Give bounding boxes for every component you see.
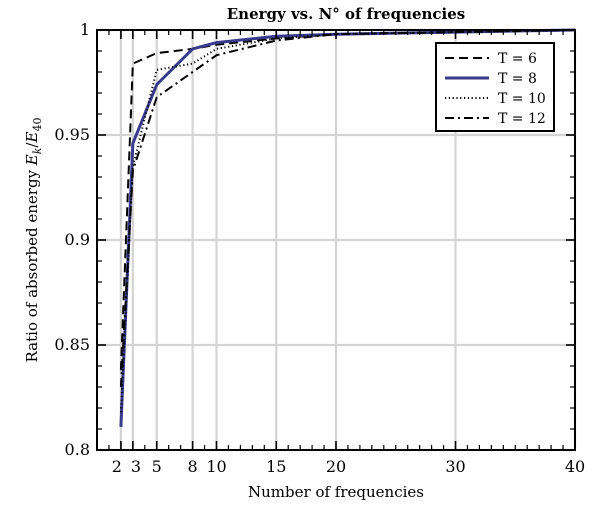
y-tick-label: 0.85 — [54, 335, 90, 354]
x-tick-labels: 2 3 5 8 10 15 20 30 40 — [112, 457, 585, 476]
series-layer — [119, 28, 576, 427]
legend-label: T = 8 — [498, 71, 537, 87]
series-line-2 — [119, 28, 576, 427]
x-tick-label: 3 — [131, 457, 141, 476]
x-tick-label: 15 — [266, 457, 286, 476]
y-tick-label: 0.95 — [54, 125, 90, 144]
series-line-4 — [119, 29, 576, 388]
x-tick-label: 2 — [112, 457, 122, 476]
x-tick-label: 10 — [206, 457, 226, 476]
ticks — [97, 29, 576, 451]
y-tick-label: 0.8 — [65, 440, 90, 459]
y-tick-label: 1 — [80, 20, 90, 39]
x-tick-label: 8 — [188, 457, 198, 476]
legend: T = 6 T = 8 T = 10 T = 12 — [435, 42, 555, 132]
x-tick-label: 20 — [326, 457, 346, 476]
x-tick-label: 5 — [152, 457, 162, 476]
x-tick-label: 40 — [565, 457, 585, 476]
legend-label: T = 6 — [498, 51, 537, 67]
legend-label: T = 12 — [498, 111, 546, 127]
legend-label: T = 10 — [498, 91, 546, 107]
x-axis-label: Number of frequencies — [248, 483, 424, 501]
y-axis-label: Ratio of absorbed energy Ek/E40 — [23, 118, 44, 363]
legend-box — [435, 42, 555, 132]
chart-title: Energy vs. N° of frequencies — [227, 5, 466, 23]
x-tick-label: 30 — [445, 457, 465, 476]
y-tick-label: 0.9 — [65, 230, 90, 249]
y-tick-labels: 0.8 0.85 0.9 0.95 1 — [54, 20, 90, 459]
